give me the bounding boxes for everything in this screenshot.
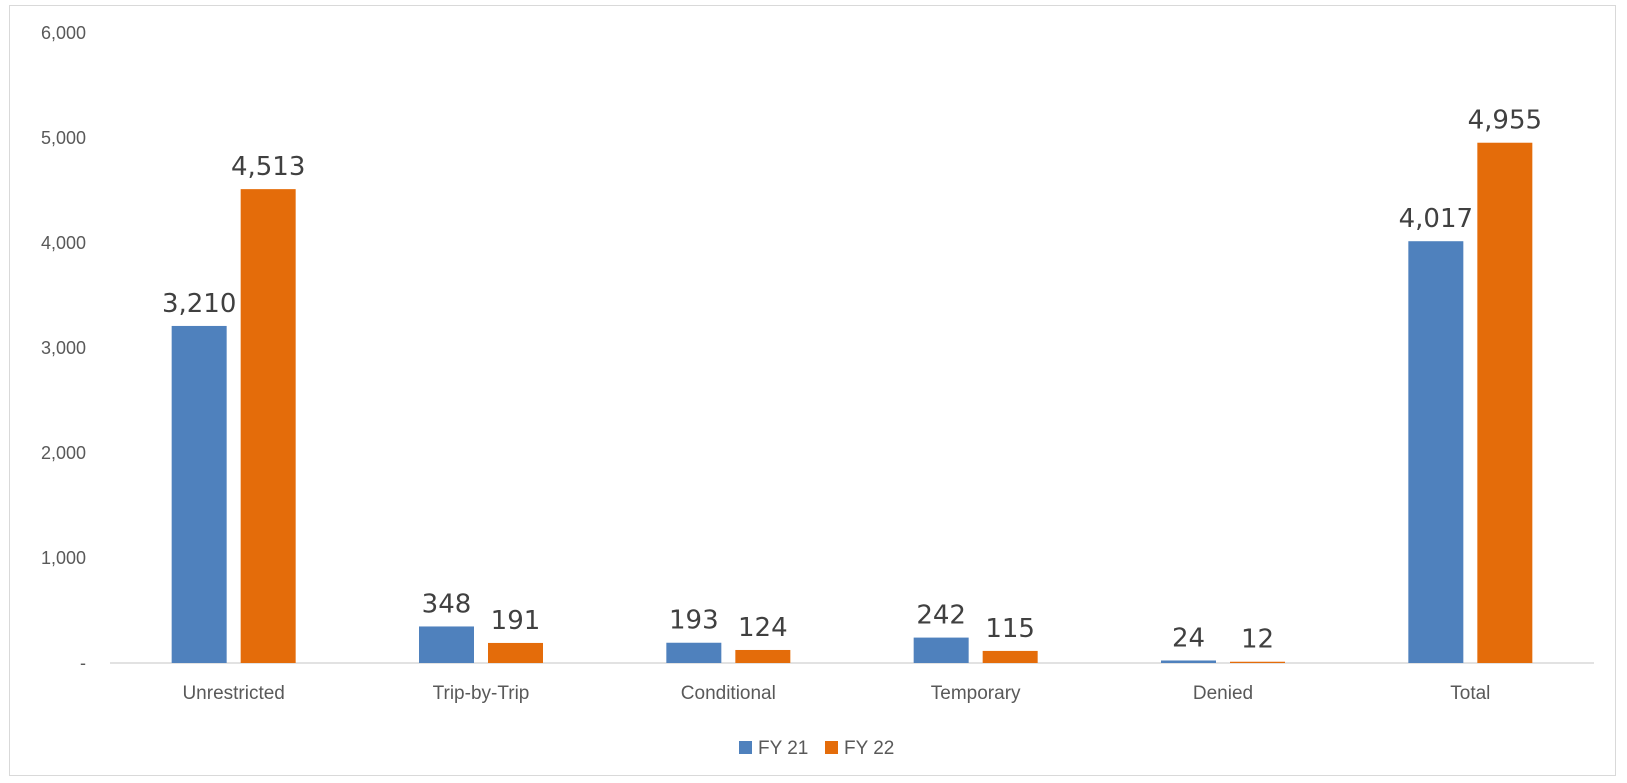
bars [171,142,1533,664]
data-label: 3,210 [162,289,236,319]
bar-fy21 [1161,660,1216,663]
legend-label: FY 22 [844,738,894,759]
y-tick-label: 5,000 [41,128,86,148]
y-axis-ticks: - 1,000 2,000 3,000 4,000 5,000 6,000 [41,23,86,673]
bar-fy22 [240,189,296,663]
data-label: 4,017 [1399,204,1473,234]
data-label: 193 [669,606,719,636]
y-tick-label: 2,000 [41,443,86,463]
data-label: 24 [1172,623,1205,653]
bar-fy21 [171,325,227,663]
bar-fy21 [1408,241,1464,663]
bar-fy22 [488,642,543,663]
bar-fy22 [735,649,791,663]
data-label: 12 [1241,625,1274,655]
bar-fy22 [982,650,1038,663]
bar-fy21 [419,626,474,663]
x-axis-labels: Unrestricted Trip-by-Trip Conditional Tempo… [182,683,1490,704]
x-tick-label: Trip-by-Trip [433,683,530,704]
y-tick-label: 4,000 [41,233,86,253]
bar-fy21 [913,637,969,663]
data-label: 348 [422,589,472,619]
y-tick-label: 1,000 [41,548,86,568]
legend-swatch-fy21 [739,741,752,754]
legend[interactable]: FY 21 FY 22 [739,738,894,759]
x-tick-label: Total [1450,683,1490,704]
x-tick-label: Unrestricted [182,683,284,704]
bar-fy22 [1230,661,1285,663]
data-label: 4,513 [231,152,305,182]
bar-fy22 [1477,142,1533,664]
data-label: 115 [985,614,1035,644]
data-label: 191 [491,606,541,636]
data-label: 4,955 [1468,106,1542,136]
data-labels: 3,210 4,513 348 191 193 124 242 115 24 12 4,017 4,9… [162,106,1542,655]
legend-label: FY 21 [758,738,808,759]
x-tick-label: Conditional [681,683,776,704]
legend-swatch-fy22 [825,741,838,754]
y-tick-label: - [80,653,86,673]
x-tick-label: Denied [1193,683,1253,704]
y-tick-label: 3,000 [41,338,86,358]
x-tick-label: Temporary [931,683,1021,704]
data-label: 242 [916,601,966,631]
y-tick-label: 6,000 [41,23,86,43]
bar-fy21 [666,642,722,663]
data-label: 124 [738,613,788,643]
